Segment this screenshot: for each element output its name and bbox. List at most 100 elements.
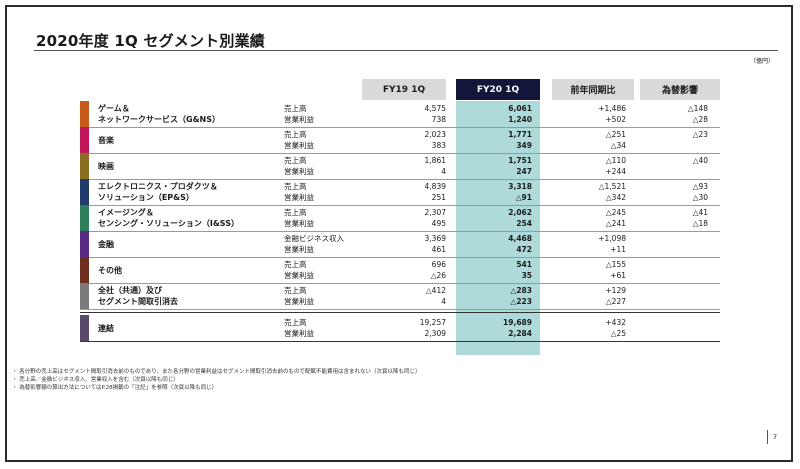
fy20-value: 254	[516, 219, 532, 228]
segment-color-band	[80, 101, 89, 127]
row-label: 営業利益	[284, 219, 314, 228]
footnote: ・ 為替影響額の算出方法についてはP.28掲載の「注記」を参照（次頁以降も同じ）	[12, 385, 218, 391]
segment-group: 音楽 売上高 2,023 1,771 △251 △23 営業利益 383 349 △34	[80, 127, 720, 153]
table-row: 営業利益 461 472 +11	[80, 244, 720, 255]
footnotes: ・ 各分野の売上高はセグメント間取引消去前のものであり、また各分野の営業利益はセ…	[12, 368, 420, 392]
segment-color-band	[80, 257, 89, 283]
row-label: 売上高	[284, 156, 307, 165]
page-number-divider	[767, 430, 768, 444]
fy19-value: 383	[431, 141, 446, 150]
fy20-value: 35	[521, 271, 532, 280]
segment-name: 映画	[98, 153, 114, 179]
table-row: 売上高 19,257 19,689 +432	[80, 317, 720, 328]
fy20-value: 247	[516, 167, 532, 176]
row-divider	[80, 153, 720, 154]
fy20-value: △283	[510, 286, 532, 295]
fy20-value: 349	[516, 141, 532, 150]
consolidated-divider	[80, 312, 720, 313]
table-row: 売上高 696 541 △155	[80, 259, 720, 270]
fy19-value: △412	[425, 286, 446, 295]
consolidated-group: 連結 売上高 19,257 19,689 +432 営業利益 2,309 2,284 △25	[80, 315, 720, 341]
footnote: ・ 各分野の売上高はセグメント間取引消去前のものであり、また各分野の営業利益はセ…	[12, 369, 421, 375]
fy19-value: 461	[431, 245, 446, 254]
segment-name-line: エレクトロニクス・プロダクツ＆	[98, 182, 218, 191]
fy19-value: 19,257	[419, 318, 446, 327]
segment-name-line: イメージング＆	[98, 208, 154, 217]
page-number: 7	[773, 433, 778, 441]
row-label: 営業利益	[284, 245, 314, 254]
fy20-value: 541	[516, 260, 532, 269]
segment-name-line: ネットワークサービス（G&NS）	[98, 115, 220, 124]
fx-value: △93	[692, 182, 708, 191]
segment-name-line: 音楽	[98, 135, 114, 145]
yoy-value: +11	[610, 245, 626, 254]
row-label: 金融ビジネス収入	[284, 234, 344, 243]
table-row: 営業利益 383 349 △34	[80, 140, 720, 151]
segment-name: 全社（共通）及び セグメント間取引消去	[98, 283, 178, 309]
yoy-value: +1,098	[598, 234, 626, 243]
segment-group: エレクトロニクス・プロダクツ＆ ソリューション（EP&S） 売上高 4,839 3,31…	[80, 179, 720, 205]
row-label: 営業利益	[284, 329, 314, 338]
header-fx: 為替影響	[640, 79, 720, 100]
row-label: 売上高	[284, 286, 307, 295]
table-row: 営業利益 738 1,240 +502 △28	[80, 114, 720, 125]
yoy-value: +129	[605, 286, 626, 295]
yoy-value: △1,521	[598, 182, 626, 191]
fy19-value: △26	[430, 271, 446, 280]
yoy-value: +61	[610, 271, 626, 280]
table-row: 売上高 △412 △283 +129	[80, 285, 720, 296]
segment-name-line: その他	[98, 265, 122, 275]
row-divider	[80, 179, 720, 180]
fy20-value: 1,751	[508, 156, 532, 165]
segment-color-band	[80, 205, 89, 231]
segment-name: ゲーム＆ ネットワークサービス（G&NS）	[98, 101, 220, 127]
table-bottom-rule	[80, 341, 720, 342]
row-label: 営業利益	[284, 141, 314, 150]
yoy-value: △241	[605, 219, 626, 228]
fy19-value: 1,861	[424, 156, 446, 165]
segment-name-line: 連結	[98, 323, 114, 333]
row-label: 売上高	[284, 182, 307, 191]
segment-group: ゲーム＆ ネットワークサービス（G&NS） 売上高 4,575 6,061 +1,486 △…	[80, 101, 720, 127]
table-row: 営業利益 251 △91 △342 △30	[80, 192, 720, 203]
fy19-value: 2,023	[424, 130, 446, 139]
table-row: 売上高 1,861 1,751 △110 △40	[80, 155, 720, 166]
row-label: 売上高	[284, 130, 307, 139]
table-row: 売上高 4,839 3,318 △1,521 △93	[80, 181, 720, 192]
table-row: 営業利益 495 254 △241 △18	[80, 218, 720, 229]
fx-value: △23	[692, 130, 708, 139]
table-row: 営業利益 4 △223 △227	[80, 296, 720, 307]
fy20-value: 2,284	[508, 329, 532, 338]
yoy-value: +502	[605, 115, 626, 124]
yoy-value: +432	[605, 318, 626, 327]
fx-value: △40	[692, 156, 708, 165]
row-label: 営業利益	[284, 193, 314, 202]
row-label: 売上高	[284, 260, 307, 269]
fy19-value: 251	[431, 193, 446, 202]
segment-color-band	[80, 179, 89, 205]
segment-color-band	[80, 315, 89, 341]
segment-name: イメージング＆ センシング・ソリューション（I&SS）	[98, 205, 239, 231]
row-label: 売上高	[284, 208, 307, 217]
segment-name-line: 映画	[98, 161, 114, 171]
fy19-value: 4	[441, 167, 446, 176]
slide-frame	[5, 5, 793, 462]
segment-group: イメージング＆ センシング・ソリューション（I&SS） 売上高 2,307 2,062 △…	[80, 205, 720, 231]
fy19-value: 4,575	[424, 104, 446, 113]
fy20-value: 6,061	[508, 104, 532, 113]
row-divider	[80, 205, 720, 206]
row-divider	[80, 283, 720, 284]
segment-color-band	[80, 231, 89, 257]
fx-value: △148	[687, 104, 708, 113]
fx-value: △28	[692, 115, 708, 124]
page-title: 2020年度 1Q セグメント別業績	[36, 32, 265, 50]
row-label: 営業利益	[284, 271, 314, 280]
table-row: 売上高 2,023 1,771 △251 △23	[80, 129, 720, 140]
fy20-value: 1,240	[508, 115, 532, 124]
yoy-value: △25	[610, 329, 626, 338]
header-fy19: FY19 1Q	[362, 79, 446, 100]
fy19-value: 3,369	[424, 234, 446, 243]
row-divider	[80, 127, 720, 128]
segment-group: その他 売上高 696 541 △155 営業利益 △26 35 +61	[80, 257, 720, 283]
fy20-value: △91	[515, 193, 532, 202]
